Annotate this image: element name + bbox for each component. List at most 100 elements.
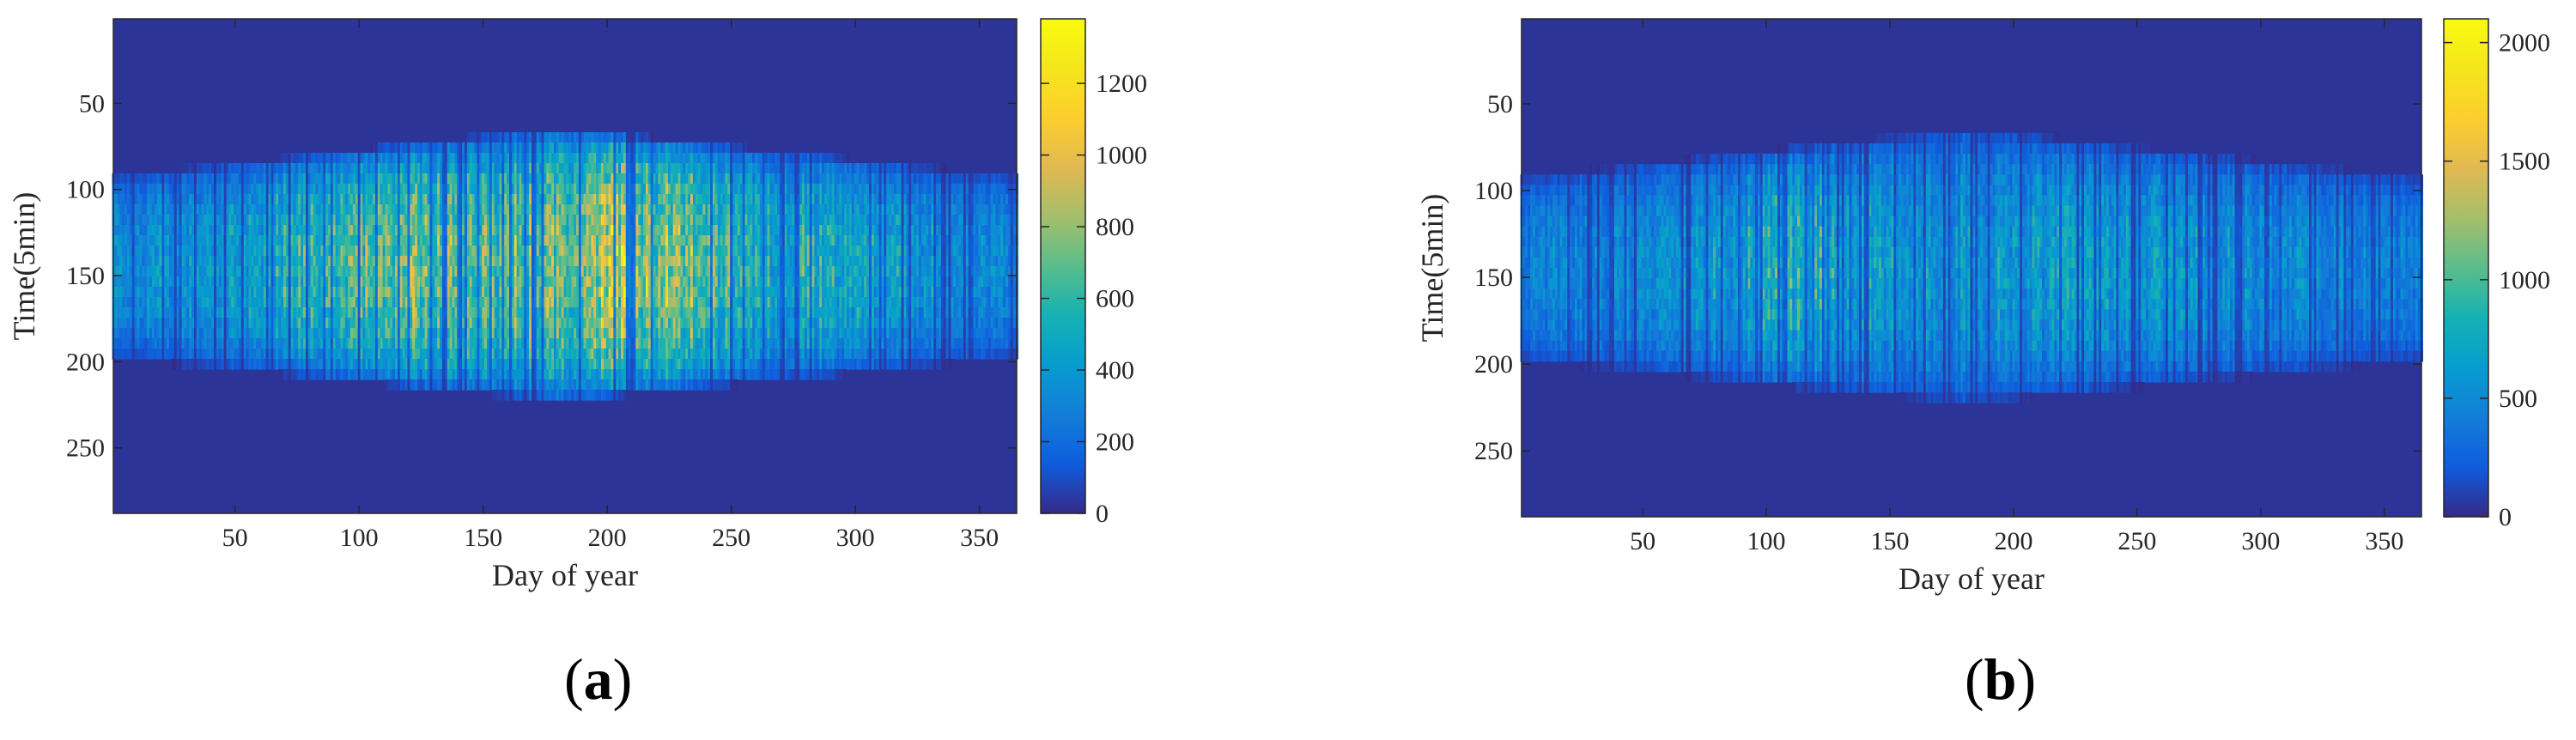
heatmap-cell bbox=[462, 287, 465, 298]
heatmap-cell bbox=[558, 173, 562, 185]
heatmap-cell bbox=[301, 184, 304, 195]
heatmap-cell bbox=[516, 235, 520, 246]
heatmap-cell bbox=[318, 276, 321, 288]
heatmap-cell bbox=[114, 287, 118, 298]
heatmap-cell bbox=[281, 163, 284, 174]
heatmap-cell bbox=[623, 235, 627, 246]
heatmap-cell bbox=[276, 266, 279, 277]
heatmap-cell bbox=[156, 204, 161, 215]
heatmap-cell bbox=[392, 307, 396, 318]
heatmap-cell bbox=[298, 215, 301, 226]
heatmap-cell bbox=[307, 204, 312, 215]
heatmap-cell bbox=[159, 338, 162, 349]
heatmap-cell bbox=[489, 153, 493, 164]
heatmap-cell bbox=[362, 215, 366, 226]
heatmap-cell bbox=[370, 215, 374, 226]
heatmap-cell bbox=[404, 225, 409, 236]
heatmap-cell bbox=[466, 246, 471, 257]
heatmap-cell bbox=[404, 359, 409, 370]
heatmap-cell bbox=[204, 215, 207, 226]
heatmap-cell bbox=[223, 307, 228, 318]
heatmap-cell bbox=[270, 307, 275, 318]
heatmap-cell bbox=[638, 163, 641, 174]
heatmap-cell bbox=[350, 256, 354, 267]
heatmap-cell bbox=[616, 143, 619, 154]
heatmap-cell bbox=[412, 338, 416, 349]
heatmap-cell bbox=[462, 225, 465, 236]
heatmap-cell bbox=[630, 194, 635, 205]
heatmap-cell bbox=[370, 184, 374, 195]
heatmap-cell bbox=[578, 173, 582, 185]
heatmap-cell bbox=[526, 163, 530, 174]
heatmap-cell bbox=[407, 349, 410, 360]
heatmap-cell bbox=[290, 349, 295, 360]
heatmap-cell bbox=[355, 184, 359, 195]
heatmap-cell bbox=[494, 163, 498, 174]
heatmap-cell bbox=[340, 256, 343, 267]
heatmap-cell bbox=[623, 349, 627, 360]
heatmap-cell bbox=[608, 390, 612, 401]
heatmap-cell bbox=[362, 173, 366, 185]
heatmap-cell bbox=[638, 256, 641, 267]
heatmap-cell bbox=[211, 225, 215, 236]
heatmap-cell bbox=[236, 338, 240, 349]
heatmap-cell bbox=[588, 184, 592, 195]
heatmap-cell bbox=[164, 256, 167, 267]
heatmap-cell bbox=[501, 318, 505, 329]
heatmap-cell bbox=[218, 215, 222, 226]
heatmap-cell bbox=[402, 194, 406, 205]
heatmap-cell bbox=[226, 225, 229, 236]
heatmap-cell bbox=[521, 194, 525, 205]
heatmap-cell bbox=[164, 266, 167, 277]
heatmap-cell bbox=[126, 194, 131, 205]
heatmap-cell bbox=[447, 328, 451, 339]
heatmap-cell bbox=[516, 328, 520, 339]
heatmap-cell bbox=[616, 163, 619, 174]
heatmap-cell bbox=[196, 359, 200, 370]
heatmap-cell bbox=[276, 153, 279, 164]
heatmap-cell bbox=[621, 184, 624, 195]
heatmap-cell bbox=[635, 256, 639, 267]
heatmap-cell bbox=[491, 204, 495, 215]
heatmap-cell bbox=[164, 307, 167, 318]
heatmap-cell bbox=[263, 349, 267, 360]
heatmap-cell bbox=[186, 204, 190, 215]
heatmap-cell bbox=[580, 132, 585, 143]
heatmap-cell bbox=[477, 173, 480, 185]
heatmap-cell bbox=[571, 318, 574, 329]
heatmap-cell bbox=[313, 235, 317, 246]
heatmap-cell bbox=[176, 194, 180, 205]
heatmap-cell bbox=[365, 163, 368, 174]
heatmap-cell bbox=[482, 379, 485, 391]
heatmap-cell bbox=[154, 287, 158, 298]
heatmap-cell bbox=[566, 307, 569, 318]
heatmap-cell bbox=[574, 235, 577, 246]
heatmap-cell bbox=[645, 369, 649, 380]
heatmap-cell bbox=[404, 184, 409, 195]
heatmap-cell bbox=[263, 266, 267, 277]
heatmap-cell bbox=[499, 318, 502, 329]
heatmap-cell bbox=[563, 349, 568, 360]
heatmap-cell bbox=[310, 173, 314, 185]
heatmap-cell bbox=[385, 369, 388, 380]
heatmap-cell bbox=[641, 276, 644, 288]
heatmap-cell bbox=[348, 338, 351, 349]
heatmap-cell bbox=[373, 225, 376, 236]
heatmap-cell bbox=[216, 225, 220, 236]
heatmap-cell bbox=[231, 194, 234, 205]
heatmap-cell bbox=[643, 369, 647, 380]
heatmap-cell bbox=[243, 246, 247, 257]
heatmap-cell bbox=[268, 287, 272, 298]
heatmap-cell bbox=[218, 184, 222, 195]
heatmap-cell bbox=[410, 328, 413, 339]
heatmap-cell bbox=[144, 256, 148, 267]
heatmap-cell bbox=[278, 235, 282, 246]
heatmap-cell bbox=[191, 276, 195, 288]
heatmap-cell bbox=[645, 235, 649, 246]
heatmap-cell bbox=[519, 132, 523, 143]
heatmap-cell bbox=[283, 215, 287, 226]
heatmap-cell bbox=[139, 307, 143, 318]
heatmap-cell bbox=[494, 349, 498, 360]
heatmap-cell bbox=[352, 297, 356, 308]
heatmap-cell bbox=[315, 338, 319, 349]
